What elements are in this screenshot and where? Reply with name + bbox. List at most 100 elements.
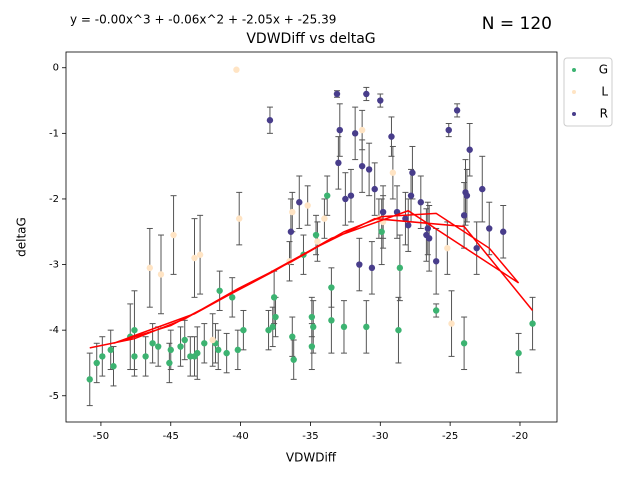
data-point (233, 66, 240, 73)
data-point (328, 284, 335, 291)
data-point (131, 326, 138, 334)
data-point (396, 264, 404, 272)
x-tick-label: -35 (302, 431, 318, 442)
data-point (377, 97, 384, 104)
data-point (86, 376, 93, 383)
y-tick-label: -5 (49, 391, 59, 402)
legend-label: R (600, 107, 608, 121)
legend-marker (572, 112, 576, 116)
data-point (196, 251, 204, 258)
data-point (157, 271, 165, 278)
data-point (324, 192, 331, 199)
data-point (388, 133, 395, 140)
y-axis-label: deltaG (15, 217, 29, 257)
data-point (170, 231, 177, 239)
data-point (191, 254, 198, 262)
data-point (223, 349, 230, 357)
data-point (166, 359, 173, 367)
data-point (342, 195, 349, 203)
data-point (266, 117, 274, 124)
axes-frame (65, 51, 558, 423)
fit-line (89, 209, 534, 349)
data-point (234, 346, 242, 354)
data-point (194, 349, 201, 357)
data-point (216, 287, 223, 294)
count-annotation: N = 120 (482, 14, 552, 34)
data-point (201, 340, 208, 347)
data-point (149, 340, 156, 347)
data-point (453, 107, 461, 114)
data-point (432, 258, 440, 265)
data-point (328, 317, 335, 324)
data-point (340, 323, 348, 331)
y-tick-label: -3 (49, 260, 59, 271)
data-point (93, 359, 100, 367)
data-point (389, 169, 397, 176)
data-point (110, 363, 117, 370)
data-point (460, 340, 468, 347)
y-tick-label: -2 (49, 194, 59, 205)
data-point (310, 323, 317, 331)
data-point (240, 326, 247, 334)
data-point (407, 192, 415, 199)
data-point (371, 185, 378, 193)
data-point (287, 228, 295, 235)
data-point (335, 159, 342, 167)
data-point (312, 231, 320, 239)
data-point (181, 336, 188, 344)
data-point (308, 343, 316, 350)
data-point (289, 208, 296, 216)
data-point (333, 90, 341, 98)
data-point (321, 215, 328, 222)
data-point (432, 307, 440, 314)
data-point (356, 261, 363, 268)
data-point (378, 228, 385, 235)
legend-marker (572, 68, 576, 72)
data-point (358, 162, 366, 170)
data-point (272, 313, 279, 321)
data-point (314, 238, 321, 245)
data-point (358, 126, 366, 134)
y-tick-label: -1 (49, 128, 59, 139)
data-point (209, 336, 216, 344)
data-point (402, 215, 409, 222)
x-tick-label: -25 (442, 431, 458, 442)
data-point (296, 199, 303, 206)
data-point (107, 346, 114, 354)
data-point (290, 356, 297, 363)
y-tick-label: 0 (53, 63, 59, 74)
data-point (351, 130, 359, 137)
equation-annotation: y = -0.00x^3 + -0.06x^2 + -2.05x + -25.3… (70, 13, 336, 27)
x-tick-label: -40 (232, 431, 248, 442)
data-point (142, 353, 149, 360)
data-point (363, 90, 370, 98)
data-point (460, 212, 468, 219)
x-tick-label: -30 (372, 431, 388, 442)
data-point (289, 333, 296, 340)
data-point (405, 221, 412, 229)
data-point (444, 244, 451, 252)
data-point (425, 235, 433, 242)
data-point (395, 326, 402, 334)
legend-marker (572, 90, 576, 94)
legend-label: L (601, 85, 608, 99)
legend-label: G (599, 63, 608, 77)
data-point (304, 202, 311, 209)
data-point (131, 353, 138, 360)
data-point (379, 208, 387, 216)
data-point (270, 294, 278, 301)
data-point (154, 343, 162, 350)
x-axis-label: VDWDiff (286, 451, 337, 465)
data-point (99, 353, 106, 360)
data-point (365, 166, 373, 173)
chart-title: VDWDiff vs deltaG (246, 31, 375, 47)
data-point (347, 192, 355, 199)
y-tick-label: -4 (49, 325, 59, 336)
data-point (500, 228, 507, 235)
data-point (466, 146, 473, 153)
data-point (269, 323, 276, 331)
data-point (424, 225, 431, 232)
data-point (167, 346, 174, 354)
data-point (473, 244, 480, 252)
data-point (529, 320, 536, 327)
